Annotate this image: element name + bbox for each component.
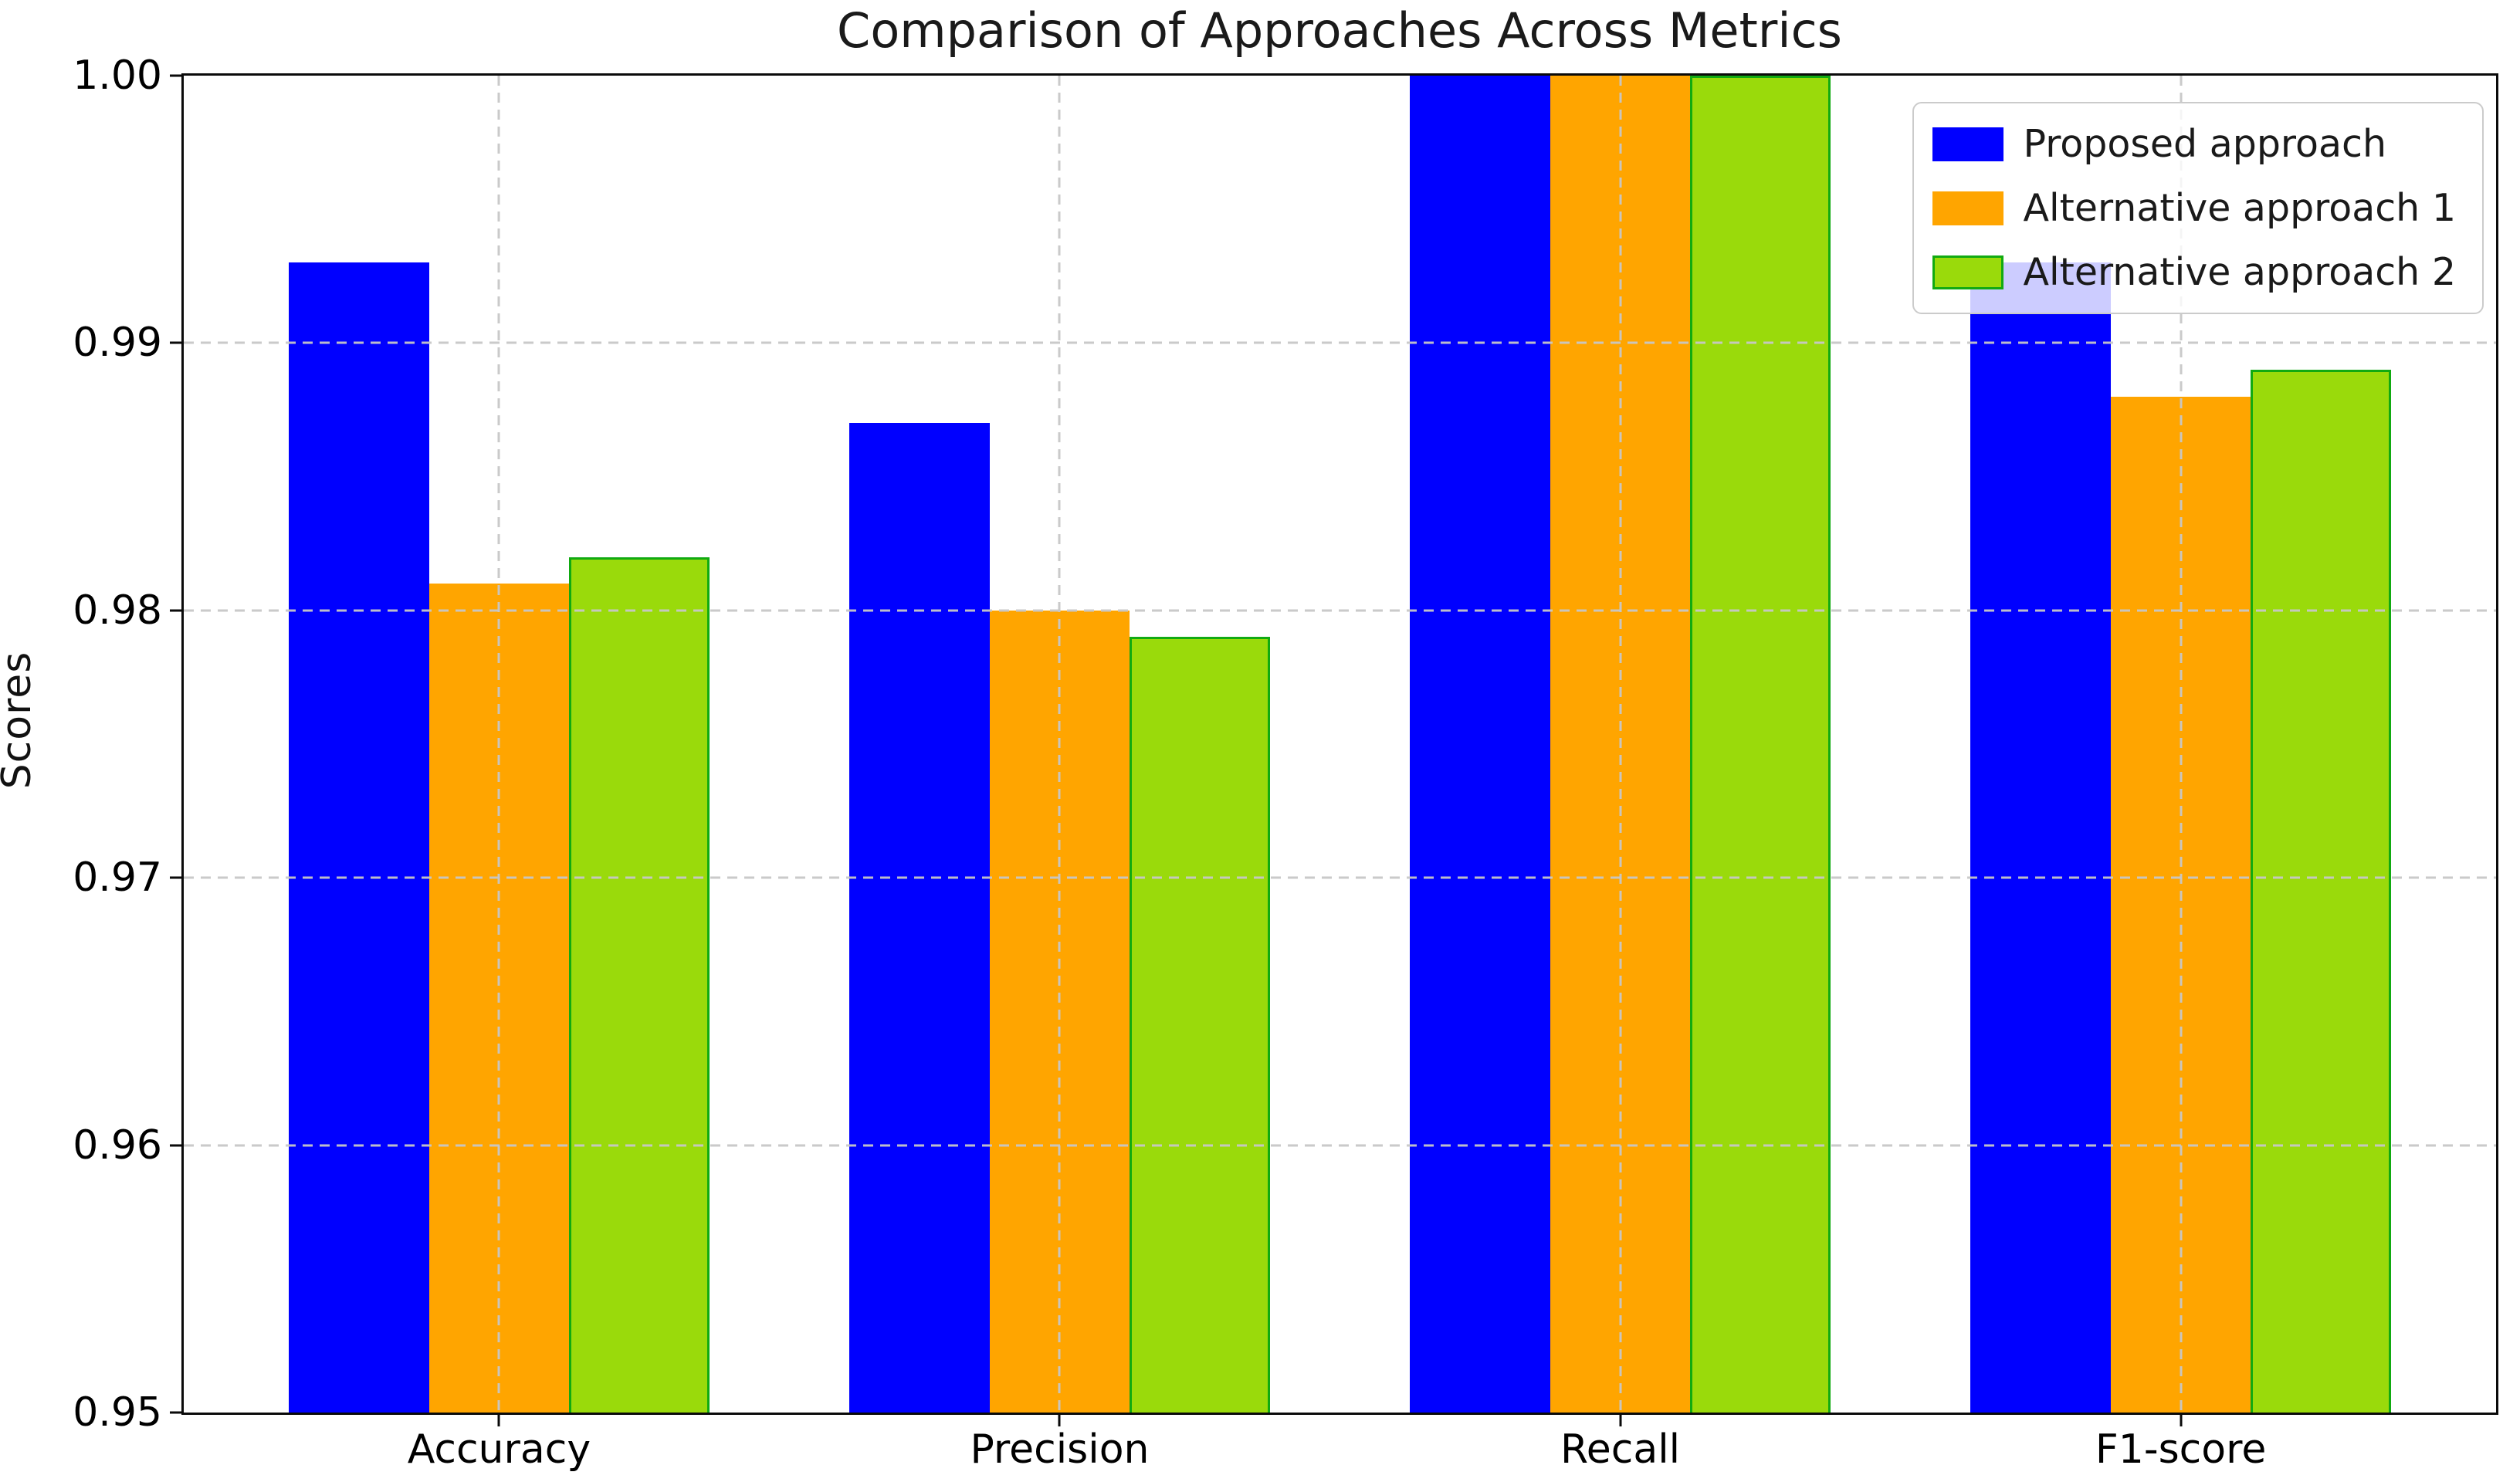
y-tick-mark — [170, 609, 181, 612]
bar-alternative-approach-1-recall — [1550, 76, 1691, 1413]
y-tick-label: 0.95 — [73, 1389, 162, 1436]
legend-item: Alternative approach 1 — [1932, 186, 2456, 230]
legend: Proposed approach Alternative approach 1 A… — [1912, 102, 2484, 314]
bar-alternative-approach-1-f1-score — [2110, 396, 2251, 1413]
x-tick-label-accuracy: Accuracy — [407, 1426, 591, 1473]
legend-item: Proposed approach — [1932, 122, 2456, 166]
y-tick-label: 1.00 — [73, 52, 162, 99]
gridline-horizontal-0.99 — [184, 341, 2496, 344]
y-tick-mark — [170, 1411, 181, 1414]
legend-item-label: Alternative approach 1 — [2023, 186, 2456, 230]
x-tick-mark — [1058, 1415, 1061, 1426]
x-tick-label-f1-score: F1-score — [2095, 1426, 2267, 1473]
x-tick-mark — [1619, 1415, 1622, 1426]
y-tick-label: 0.98 — [73, 587, 162, 634]
y-axis-label: Scores — [0, 651, 40, 790]
bar-proposed-approach-f1-score — [1970, 262, 2111, 1413]
bar-alternative-approach-2-precision — [1130, 637, 1270, 1413]
bar-proposed-approach-recall — [1410, 76, 1550, 1413]
y-tick-label: 0.97 — [73, 854, 162, 902]
y-tick-label: 0.99 — [73, 320, 162, 367]
y-tick-label: 0.96 — [73, 1122, 162, 1169]
chart-title: Comparison of Approaches Across Metrics — [837, 2, 1842, 59]
y-tick-mark — [170, 876, 181, 879]
x-tick-mark — [2180, 1415, 2183, 1426]
bar-alternative-approach-2-recall — [1690, 76, 1831, 1413]
x-tick-mark — [497, 1415, 500, 1426]
legend-item-label: Alternative approach 2 — [2023, 250, 2456, 294]
legend-swatch-icon — [1932, 191, 2003, 225]
y-tick-mark — [170, 74, 181, 77]
legend-swatch-icon — [1932, 255, 2003, 289]
bar-alternative-approach-1-accuracy — [428, 584, 570, 1413]
x-tick-label-recall: Recall — [1560, 1426, 1681, 1473]
legend-item: Alternative approach 2 — [1932, 250, 2456, 294]
legend-item-label: Proposed approach — [2023, 122, 2387, 166]
bar-proposed-approach-precision — [849, 423, 990, 1413]
x-tick-label-precision: Precision — [970, 1426, 1150, 1473]
y-tick-mark — [170, 341, 181, 344]
y-tick-mark — [170, 1144, 181, 1147]
bar-alternative-approach-2-accuracy — [569, 557, 710, 1413]
bar-proposed-approach-accuracy — [289, 262, 429, 1413]
bar-alternative-approach-1-precision — [989, 610, 1130, 1413]
bar-alternative-approach-2-f1-score — [2251, 370, 2391, 1413]
legend-swatch-icon — [1932, 127, 2003, 161]
plot-area: 1.00 0.99 0.98 0.97 0.96 0.95 Accuracy Precisio… — [73, 52, 2498, 1473]
